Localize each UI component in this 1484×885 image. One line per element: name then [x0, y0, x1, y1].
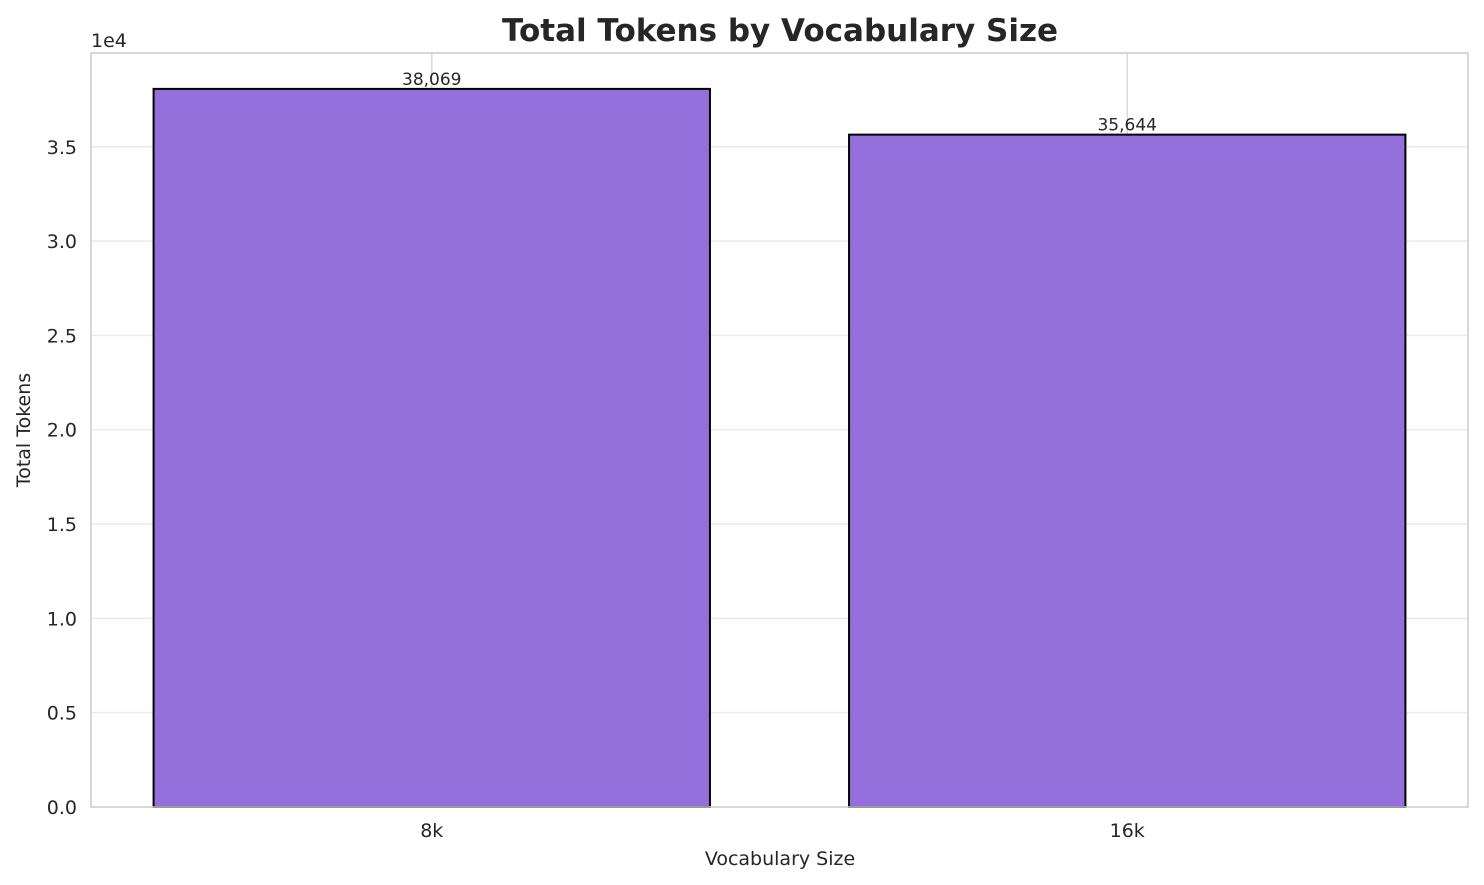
y-tick-label: 0.5 — [47, 703, 77, 725]
y-axis-label: Total Tokens — [13, 373, 35, 488]
y-offset-label: 1e4 — [91, 30, 127, 52]
y-tick-label: 1.0 — [47, 608, 77, 630]
plot-frame — [90, 52, 1469, 808]
x-tick-label: 16k — [1110, 820, 1145, 842]
y-tick-label: 3.0 — [47, 231, 77, 253]
y-tick-label: 3.5 — [47, 137, 77, 159]
y-tick-label: 2.0 — [47, 420, 77, 442]
x-tick-label: 8k — [420, 820, 443, 842]
y-tick-label: 0.0 — [47, 797, 77, 819]
bar-16k — [848, 133, 1407, 808]
chart-title: Total Tokens by Vocabulary Size — [502, 13, 1058, 49]
y-tick-label: 1.5 — [47, 514, 77, 536]
data-label: 35,644 — [1097, 116, 1156, 136]
x-axis-label: Vocabulary Size — [705, 848, 855, 870]
bar-8k — [152, 87, 711, 809]
data-label: 38,069 — [402, 70, 461, 90]
y-tick-label: 2.5 — [47, 325, 77, 347]
